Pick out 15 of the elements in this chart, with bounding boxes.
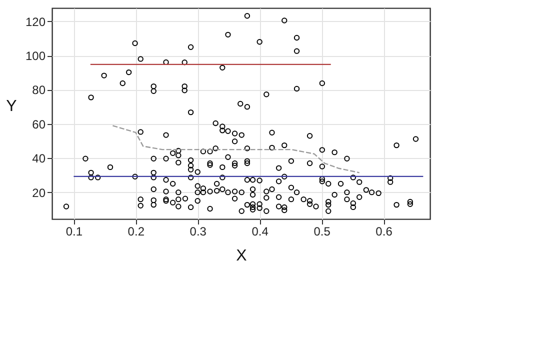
line-series: [112, 125, 360, 174]
y-tick-label: 80: [32, 83, 46, 98]
y-tick-label: 120: [25, 14, 46, 29]
y-axis-title: Y: [6, 98, 18, 115]
x-tick-label: 0.3: [190, 224, 207, 238]
x-axis-title: X: [236, 248, 248, 264]
x-tick-label: 0.6: [376, 224, 393, 238]
y-tick-label: 60: [32, 117, 46, 132]
y-tick-label: 40: [32, 152, 46, 166]
x-tick-label: 0.1: [66, 224, 83, 238]
x-tick-label: 0.2: [128, 224, 145, 238]
x-tick-label: 0.5: [314, 224, 331, 238]
y-tick-label: 100: [25, 49, 46, 64]
x-tick-label: 0.4: [252, 224, 269, 238]
y-tick-label: 20: [32, 186, 46, 200]
